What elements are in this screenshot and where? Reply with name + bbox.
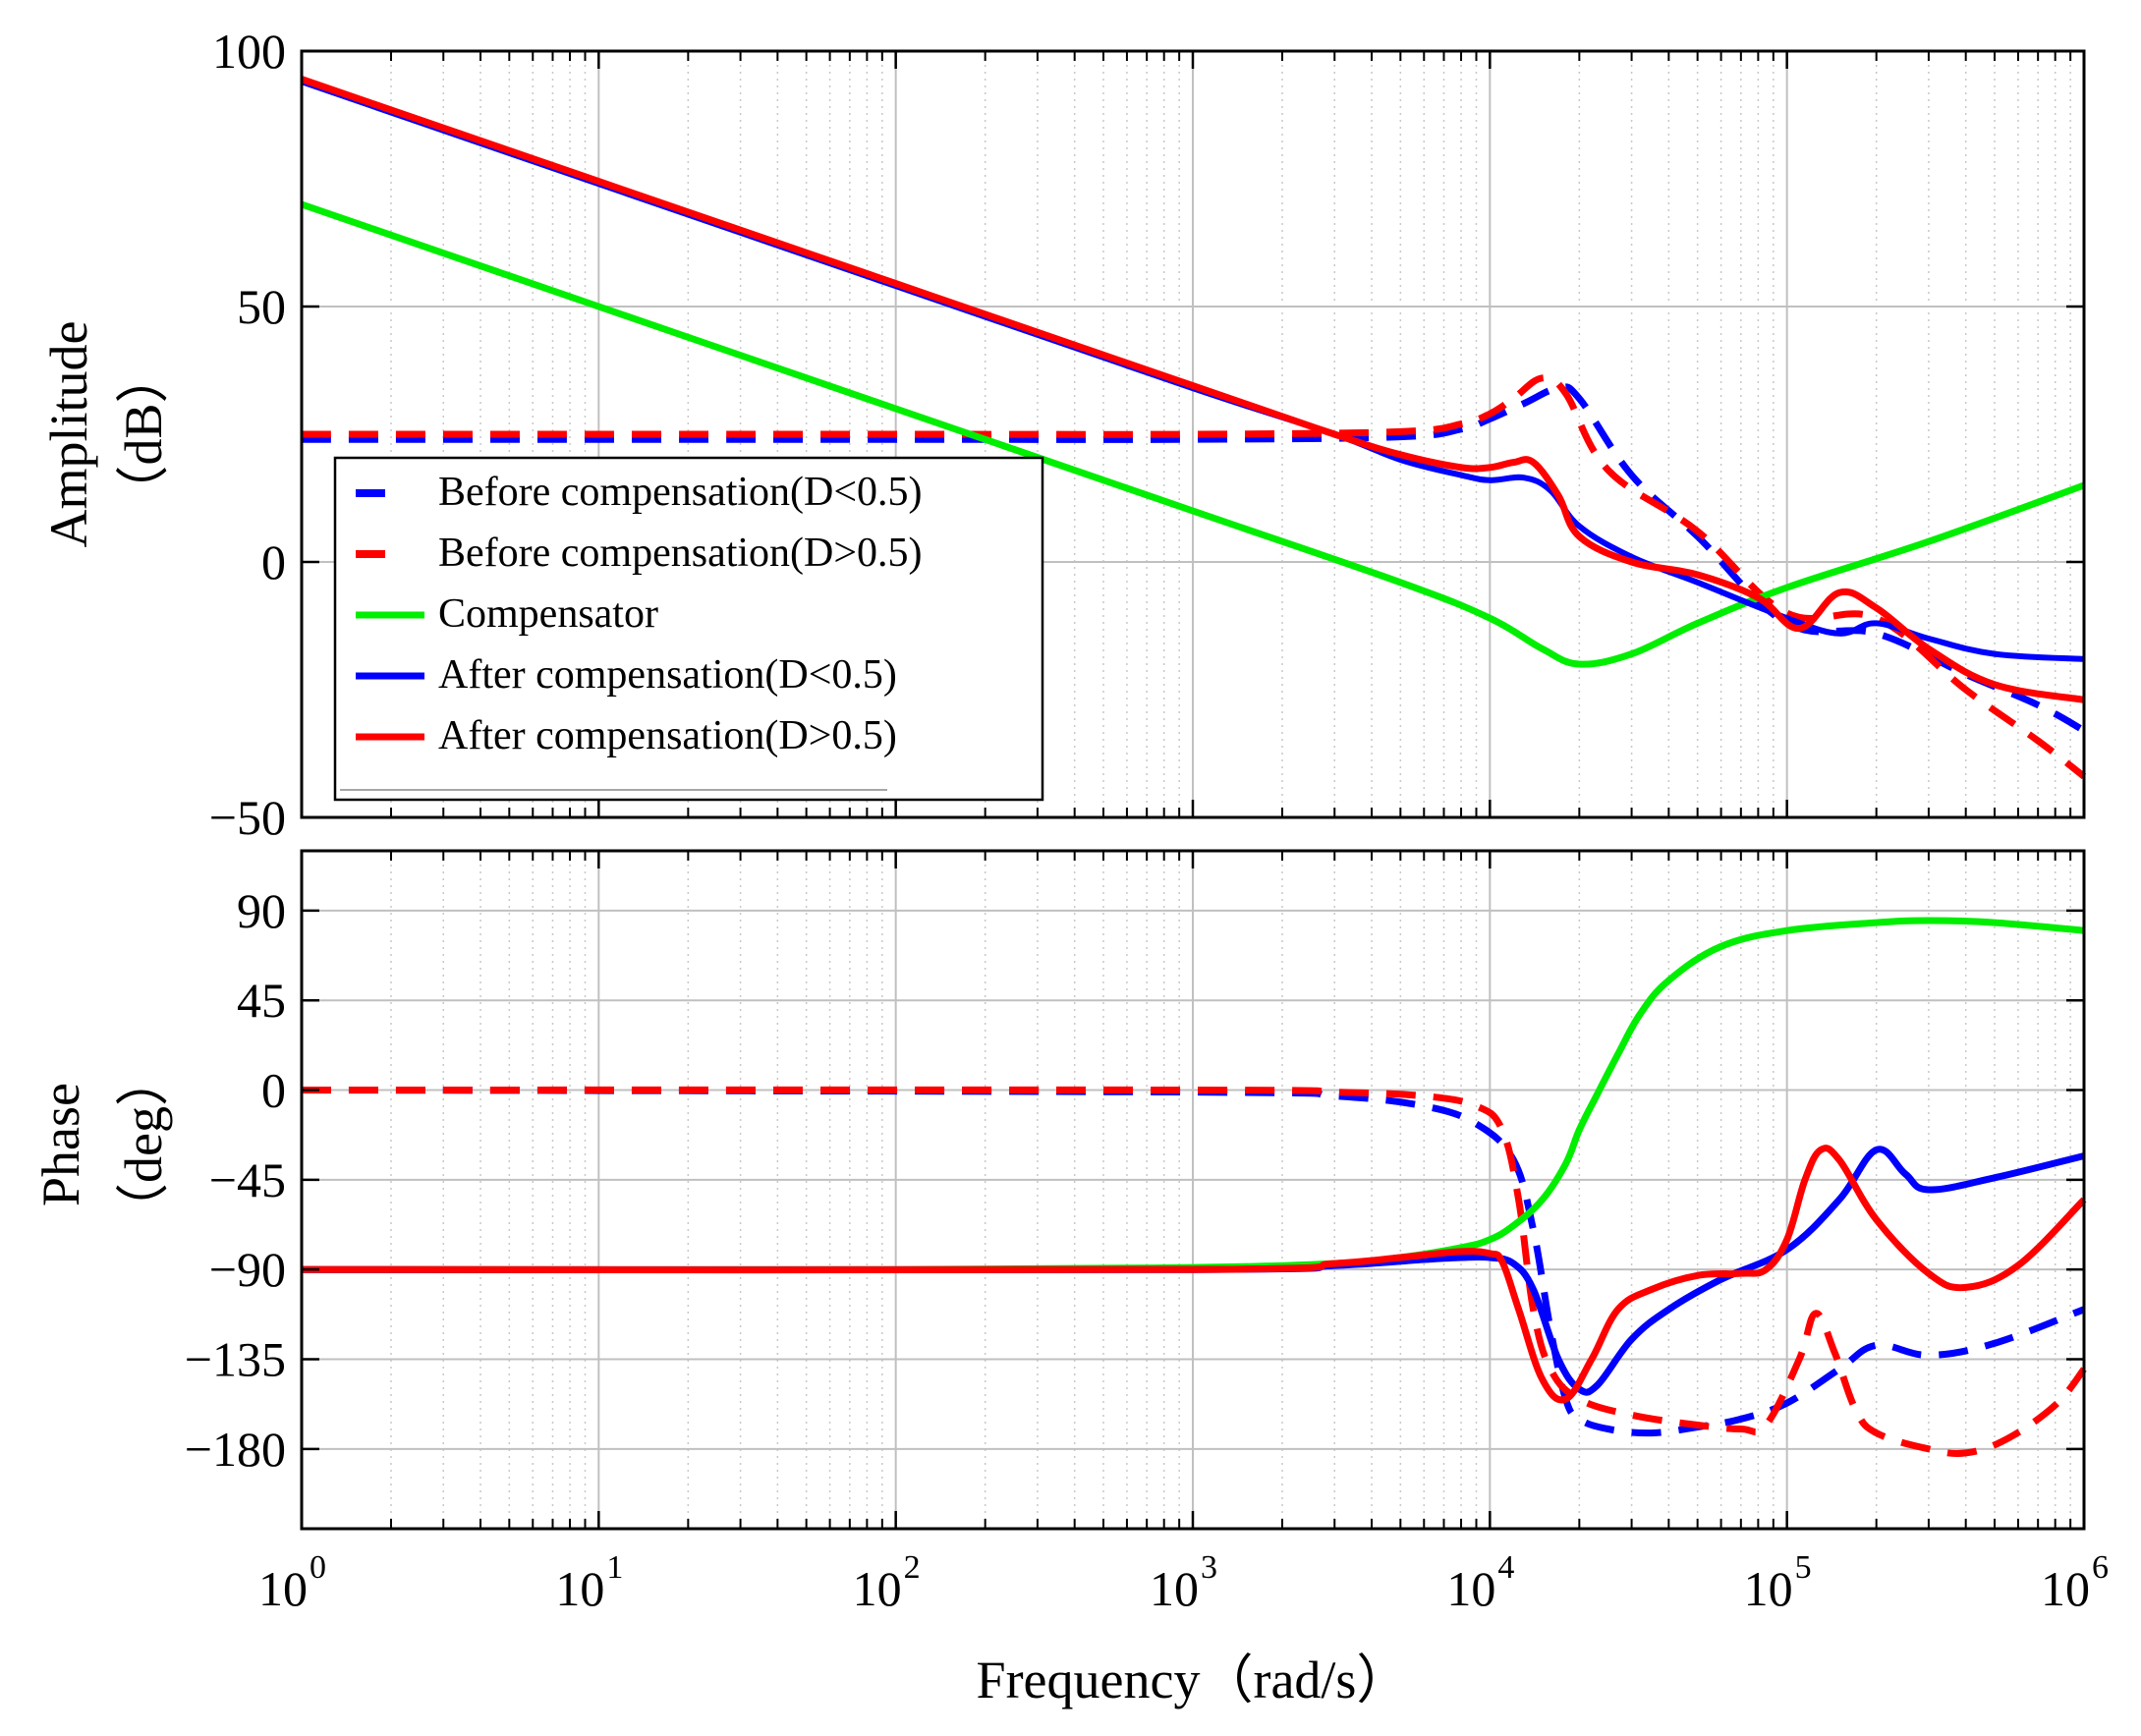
phase-ylabel-line2: （deg）	[114, 1053, 173, 1236]
x-tick-label: 10 5	[1744, 1549, 1812, 1616]
x-axis-title: Frequency（rad/s）	[977, 1651, 1410, 1709]
x-tick-label: 10 0	[258, 1549, 326, 1616]
x-tick-label-base: 10	[1744, 1561, 1793, 1616]
magnitude-y-tick-labels: 100 50 0 −50	[209, 24, 286, 845]
x-tick-label-exponent: 0	[310, 1549, 326, 1586]
phase-y-tick-label: 90	[237, 883, 286, 938]
x-tick-label-base: 10	[2041, 1561, 2090, 1616]
x-tick-label: 10 3	[1150, 1549, 1217, 1616]
phase-series-before-lt	[301, 1087, 2086, 1437]
legend-entry-before-gt: Before compensation(D>0.5)	[356, 531, 923, 576]
magnitude-y-tick-label: −50	[209, 790, 286, 845]
phase-ticks	[300, 851, 2086, 1529]
x-tick-label: 10 6	[2041, 1549, 2109, 1616]
x-tick-label-exponent: 6	[2092, 1549, 2109, 1586]
phase-ylabel-line1: Phase	[31, 1083, 90, 1206]
phase-y-tick-label: 45	[237, 973, 286, 1028]
magnitude-ylabel-line1: Amplitude	[39, 321, 98, 548]
phase-y-tick-label: −135	[185, 1332, 286, 1387]
phase-y-tick-label: −180	[185, 1422, 286, 1477]
x-tick-label-exponent: 2	[904, 1549, 921, 1586]
phase-series-before-gt	[301, 1086, 2087, 1458]
legend-label: After compensation(D>0.5)	[438, 713, 897, 758]
phase-y-tick-labels: 90 45 0 −45 −90 −135 −180	[185, 883, 286, 1477]
phase-y-tick-label: 0	[261, 1063, 286, 1118]
x-tick-label-base: 10	[1446, 1561, 1495, 1616]
x-tick-label-exponent: 1	[606, 1549, 623, 1586]
phase-series	[301, 917, 2087, 1458]
legend: Before compensation(D<0.5) Before compens…	[333, 456, 1044, 802]
legend-label: After compensation(D<0.5)	[438, 652, 897, 698]
magnitude-series-compensator	[300, 200, 2086, 668]
legend-box	[333, 456, 1044, 802]
x-tick-label-exponent: 3	[1201, 1549, 1217, 1586]
phase-panel: 90 45 0 −45 −90 −135 −180 Phase （deg）	[31, 849, 2087, 1531]
legend-label: Compensator	[438, 591, 658, 637]
x-tick-labels: 10 0 10 1 10 2 10 3 10 4 10 5 10 6	[258, 1549, 2109, 1616]
legend-label: Before compensation(D<0.5)	[438, 470, 923, 515]
magnitude-series-after-gt	[300, 76, 2085, 703]
magnitude-y-tick-label: 50	[237, 279, 286, 334]
legend-entry-after-lt: After compensation(D<0.5)	[356, 652, 897, 698]
magnitude-series-before-gt	[302, 373, 2087, 780]
legend-entry-before-lt: Before compensation(D<0.5)	[356, 470, 923, 515]
x-tick-label-base: 10	[853, 1561, 902, 1616]
x-tick-label: 10 1	[555, 1549, 623, 1616]
magnitude-y-tick-label: 0	[261, 534, 286, 589]
x-tick-label-base: 10	[258, 1561, 308, 1616]
phase-y-tick-label: −90	[209, 1242, 286, 1297]
legend-entry-after-gt: After compensation(D>0.5)	[356, 713, 897, 758]
legend-entry-compensator: Compensator	[356, 591, 658, 637]
phase-y-tick-label: −45	[209, 1152, 286, 1207]
magnitude-ylabel-line2: （dB）	[114, 350, 173, 518]
x-tick-label: 10 2	[853, 1549, 921, 1616]
legend-label: Before compensation(D>0.5)	[438, 531, 923, 576]
x-tick-label-exponent: 4	[1497, 1549, 1514, 1586]
magnitude-series	[300, 76, 2087, 780]
magnitude-y-tick-label: 100	[212, 24, 286, 79]
x-tick-label-exponent: 5	[1795, 1549, 1812, 1586]
x-tick-label-base: 10	[1150, 1561, 1199, 1616]
magnitude-panel: 100 50 0 −50 Amplitude （dB） Before compensa…	[39, 24, 2087, 845]
x-tick-label: 10 4	[1446, 1549, 1514, 1616]
magnitude-ticks	[300, 49, 2086, 819]
x-tick-label-base: 10	[555, 1561, 604, 1616]
phase-series-after-gt	[301, 1145, 2087, 1404]
magnitude-series-before-lt	[302, 383, 2086, 734]
